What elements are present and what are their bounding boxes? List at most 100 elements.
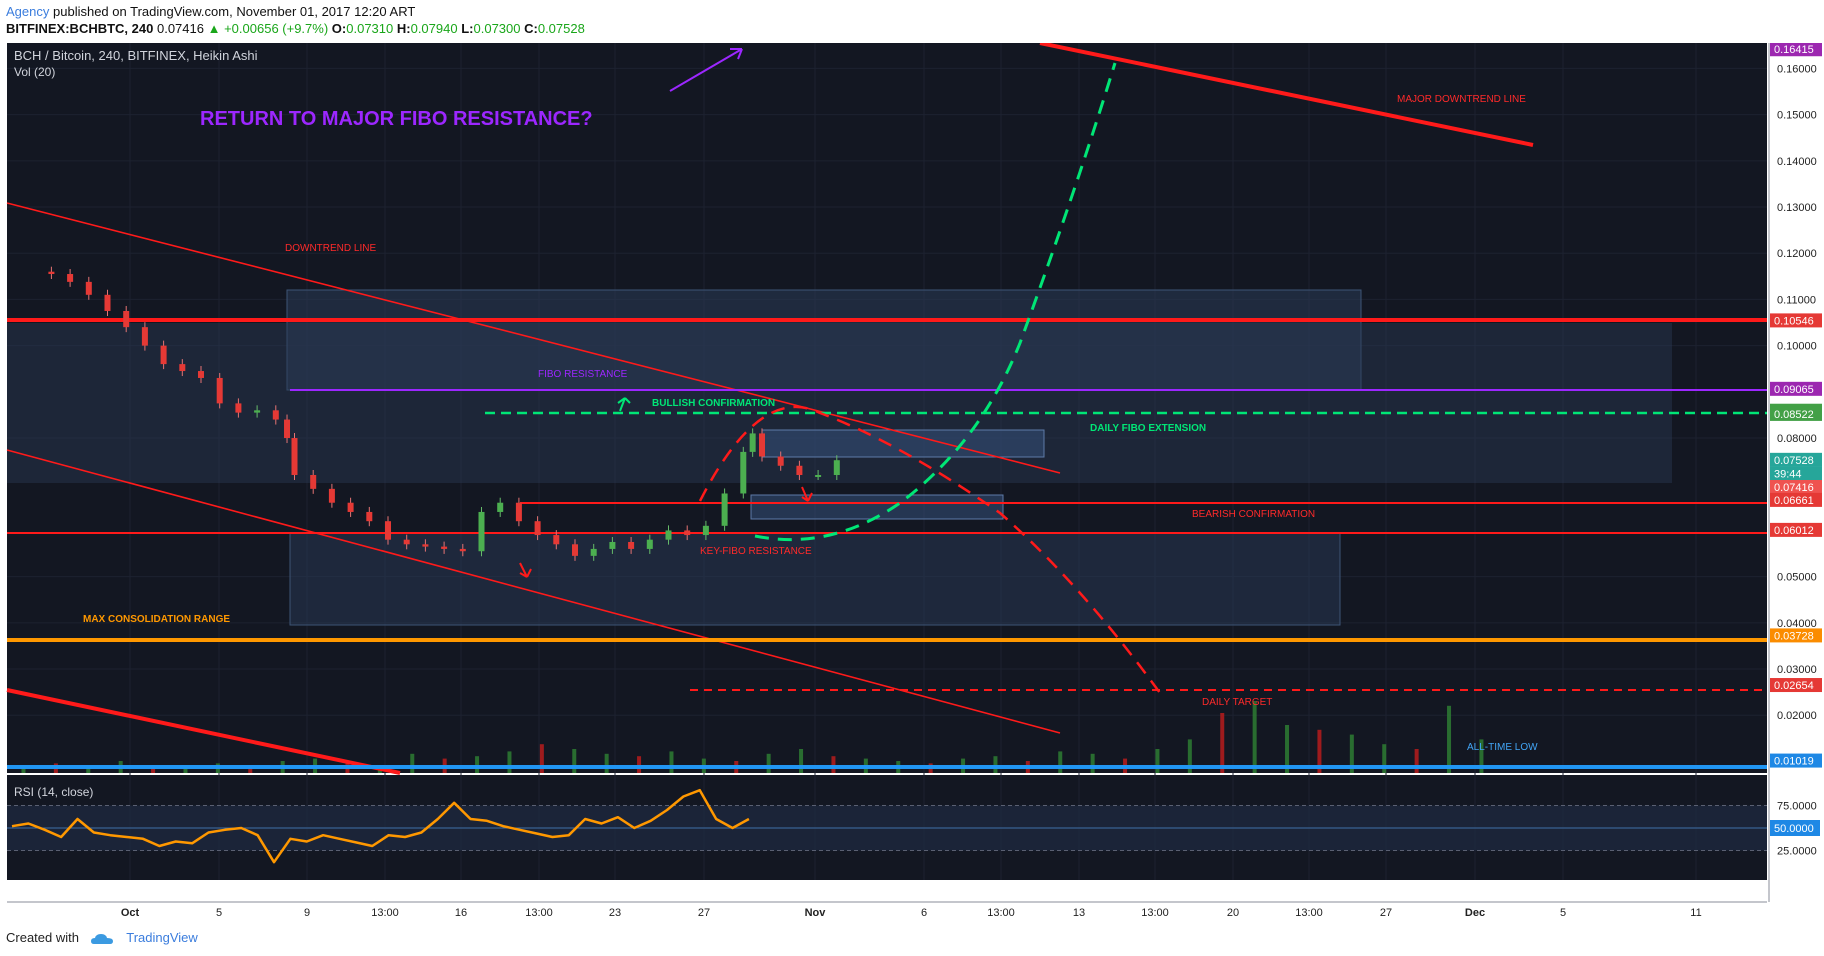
candle-body — [721, 493, 728, 526]
chart-title: BCH / Bitcoin, 240, BITFINEX, Heikin Ash… — [14, 48, 258, 63]
candle-body — [48, 271, 55, 275]
bullish-projection — [754, 62, 1117, 542]
rsi-level-badge — [1770, 820, 1820, 836]
candle-body — [749, 433, 756, 452]
bullish-confirmation-label: BULLISH CONFIRMATION — [652, 398, 775, 409]
candle-body — [684, 530, 691, 536]
candle-body — [796, 465, 803, 475]
candle-body — [385, 521, 391, 540]
candle-body — [459, 548, 466, 552]
volume-legend: Vol (20) — [14, 65, 55, 79]
x-tick-label: 6 — [921, 907, 927, 918]
y-tick-label: 0.15000 — [1777, 110, 1817, 122]
bearish-projection — [698, 405, 1162, 694]
volume-bar — [1090, 753, 1095, 773]
price-badge-label: 0.01019 — [1774, 756, 1814, 768]
rsi-legend: RSI (14, close) — [14, 785, 93, 799]
author-link[interactable]: Agency — [6, 4, 50, 19]
fibo-zone — [286, 289, 1362, 391]
candle-body — [609, 541, 616, 549]
main-pane-bg — [7, 43, 1767, 773]
y-tick-label: 0.04000 — [1777, 618, 1817, 630]
tradingview-link[interactable]: TradingView — [126, 930, 198, 945]
y-tick-label: 0.13000 — [1777, 202, 1817, 214]
x-tick-label: Dec — [1465, 907, 1485, 918]
price-chart[interactable]: 75.0000 50.0000 25.0000 0.16415 0.10546 0.09… — [0, 43, 1824, 918]
candle-body — [422, 544, 429, 547]
volume-bar — [86, 768, 91, 773]
major-downtrend-label: MAJOR DOWNTREND LINE — [1397, 94, 1526, 105]
green-arrow — [617, 397, 631, 412]
time-axis[interactable]: Oct 5 9 13:00 16 13:00 23 27 Nov 6 13:00 13 13:00 20 1… — [7, 901, 1767, 918]
headline-annotation: RETURN TO MAJOR FIBO RESISTANCE? — [200, 108, 593, 130]
x-tick-label: Nov — [805, 907, 827, 918]
footer: Created with TradingView — [6, 930, 198, 946]
candle-body — [272, 410, 279, 420]
volume-bar — [1220, 713, 1225, 773]
candle-body — [759, 433, 765, 457]
volume-bar — [572, 749, 577, 773]
y-tick-label: 0.10000 — [1777, 341, 1817, 353]
last-price: 0.07416 — [156, 21, 204, 36]
x-tick-label: Oct — [121, 907, 140, 918]
candle-body — [665, 530, 672, 540]
volume-bar — [21, 765, 26, 773]
x-tick-label: 13:00 — [525, 907, 553, 918]
purple-arrow — [669, 48, 743, 92]
close-value: 0.07528 — [537, 21, 585, 36]
volume-bar — [1155, 749, 1160, 773]
price-change: ▲ +0.00656 (+9.7%) — [207, 21, 329, 36]
candle-body — [572, 544, 578, 556]
price-badge-label: 39:44 — [1774, 469, 1802, 481]
candle-body — [833, 460, 840, 475]
volume-bar — [1382, 744, 1387, 773]
daily-fibo-extension-label: DAILY FIBO EXTENSION — [1090, 423, 1206, 434]
volume-bar — [604, 753, 609, 773]
volume-bar — [151, 765, 156, 773]
candle-body — [291, 438, 298, 475]
price-series — [48, 266, 840, 561]
x-tick-label: 9 — [304, 907, 310, 918]
all-time-low-label: ALL-TIME LOW — [1467, 742, 1538, 753]
publish-line: Agency published on TradingView.com, Nov… — [6, 4, 415, 19]
candle-body — [67, 274, 74, 282]
candle-body — [441, 546, 448, 549]
candle-body — [515, 502, 522, 522]
candle-body — [534, 521, 541, 536]
price-levels: 0.164150.105460.090650.085910.085220.075… — [1770, 43, 1822, 768]
volume-bar — [1187, 739, 1192, 773]
max-consolidation-label: MAX CONSOLIDATION RANGE — [83, 614, 230, 625]
volume-bar — [766, 753, 771, 773]
candle-body — [403, 539, 410, 545]
candle-body — [179, 364, 186, 372]
published-text: published on TradingView.com, November 0… — [53, 4, 416, 19]
open-value: 0.07310 — [346, 21, 394, 36]
volume-bar — [1349, 734, 1354, 773]
x-tick-label: 13:00 — [371, 907, 399, 918]
x-tick-label: 20 — [1227, 907, 1239, 918]
symbol-label: BITFINEX:BCHBTC, 240 — [6, 21, 154, 36]
price-badge — [1770, 452, 1822, 467]
volume-bar — [1252, 701, 1257, 773]
red-arrow-small — [801, 486, 813, 502]
y-tick-label: 0.05000 — [1777, 572, 1817, 584]
price-badge-label: 0.03728 — [1774, 630, 1814, 642]
volume-bar — [248, 765, 253, 773]
fibo-resistance-label: FIBO RESISTANCE — [538, 369, 628, 380]
candle-body — [646, 539, 653, 549]
downtrend-label: DOWNTREND LINE — [285, 243, 376, 254]
price-badge-label: 0.06012 — [1774, 525, 1814, 537]
price-axis[interactable]: 0.16000 0.15000 0.14000 0.13000 0.12000 0.110… — [1768, 43, 1817, 902]
candle-body — [235, 403, 242, 413]
daily-target-label: DAILY TARGET — [1202, 697, 1272, 708]
volume-bar — [1447, 705, 1452, 773]
bear-box — [750, 494, 1004, 520]
volume-bar — [1317, 729, 1322, 773]
tradingview-cloud-icon — [90, 933, 113, 944]
x-tick-label: 13:00 — [1295, 907, 1323, 918]
candle-body — [123, 310, 130, 328]
candle-body — [740, 451, 747, 494]
y-tick-label: 0.08000 — [1777, 433, 1817, 445]
rsi-line — [11, 788, 750, 864]
close-label: C: — [524, 21, 538, 36]
